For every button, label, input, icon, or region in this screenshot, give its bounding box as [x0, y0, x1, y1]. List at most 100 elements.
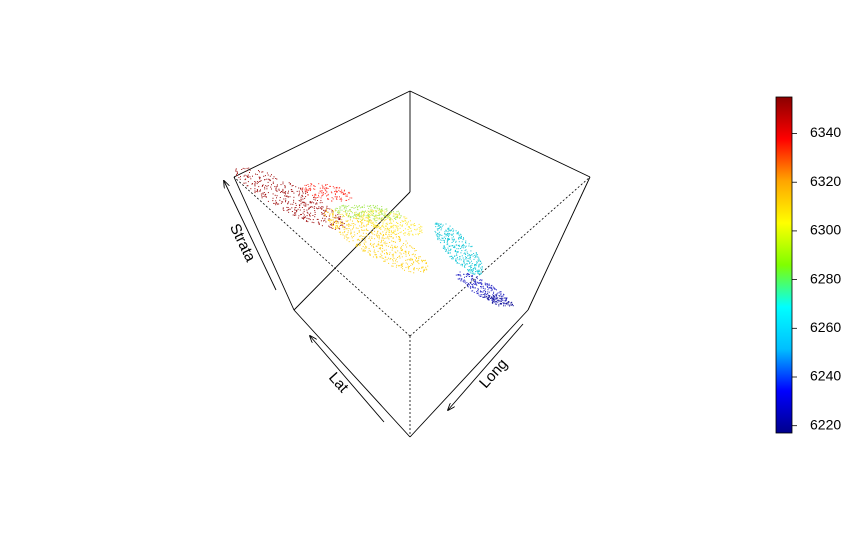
- data-point: [487, 291, 489, 293]
- data-point: [458, 241, 460, 243]
- data-point: [401, 225, 403, 227]
- data-point: [388, 213, 390, 215]
- box-edge-7: [409, 309, 529, 438]
- data-point: [261, 197, 263, 199]
- data-point: [375, 227, 377, 229]
- data-point: [476, 256, 478, 258]
- data-point: [394, 262, 396, 264]
- data-point: [503, 303, 505, 305]
- data-point: [459, 256, 461, 258]
- data-point: [417, 260, 418, 262]
- box-hidden-edges: [233, 176, 591, 437]
- data-point: [458, 274, 460, 276]
- data-point: [396, 221, 397, 223]
- data-point: [447, 238, 449, 240]
- data-point: [355, 214, 357, 215]
- data-point: [344, 205, 346, 207]
- data-point: [395, 266, 397, 268]
- data-point: [258, 170, 259, 172]
- data-point: [396, 225, 398, 227]
- data-point: [448, 233, 450, 234]
- data-point: [466, 282, 468, 284]
- data-point: [495, 297, 497, 299]
- data-point: [419, 232, 421, 234]
- data-point: [452, 258, 454, 260]
- data-point: [380, 227, 382, 228]
- data-point: [303, 211, 305, 213]
- data-point: [461, 278, 463, 280]
- data-point: [403, 216, 405, 218]
- data-point: [289, 208, 291, 210]
- data-point: [355, 227, 357, 229]
- data-point: [447, 234, 449, 236]
- data-point: [374, 205, 376, 207]
- data-point: [326, 191, 328, 193]
- data-point: [470, 269, 472, 271]
- data-point: [378, 235, 380, 237]
- data-point: [447, 231, 449, 233]
- data-point: [318, 183, 320, 185]
- data-point: [321, 190, 323, 192]
- data-point: [372, 243, 374, 245]
- data-point: [359, 214, 361, 216]
- data-point: [381, 225, 383, 227]
- data-point: [443, 241, 445, 243]
- data-point: [306, 191, 308, 193]
- data-point: [493, 297, 495, 299]
- data-point: [492, 294, 494, 296]
- data-point: [368, 238, 370, 240]
- data-point: [306, 215, 308, 217]
- data-point: [401, 246, 402, 248]
- data-point: [297, 217, 299, 219]
- data-point: [264, 179, 266, 181]
- data-point: [329, 220, 331, 222]
- data-point: [502, 301, 504, 303]
- data-point: [448, 234, 450, 236]
- data-point: [345, 205, 347, 207]
- data-point: [470, 270, 472, 272]
- box-edge-2: [409, 90, 591, 178]
- data-point: [387, 215, 389, 217]
- data-point: [491, 302, 493, 304]
- data-point: [386, 228, 388, 230]
- data-point: [465, 242, 467, 244]
- data-point: [322, 187, 324, 189]
- data-point: [362, 215, 364, 216]
- data-point: [471, 264, 473, 266]
- data-point: [412, 247, 414, 249]
- data-point: [449, 252, 451, 254]
- colorbar-tick-label: 6240: [810, 368, 841, 384]
- data-point: [413, 262, 415, 264]
- data-point: [481, 291, 483, 293]
- data-point: [420, 271, 422, 272]
- data-point: [346, 212, 348, 214]
- data-point: [360, 241, 362, 243]
- data-point: [484, 289, 486, 291]
- data-point: [469, 255, 471, 257]
- data-point: [252, 175, 253, 177]
- data-point: [339, 191, 341, 192]
- data-point: [347, 192, 349, 194]
- data-point: [324, 211, 326, 213]
- data-point: [324, 189, 326, 191]
- data-point: [283, 192, 285, 194]
- data-point: [458, 278, 460, 280]
- data-point: [494, 296, 495, 297]
- data-point: [352, 206, 354, 208]
- data-point: [340, 225, 342, 226]
- data-point: [474, 284, 476, 285]
- data-point: [301, 189, 303, 191]
- data-point: [380, 211, 382, 213]
- data-point: [478, 272, 480, 274]
- data-point: [467, 284, 469, 286]
- data-point: [375, 214, 377, 216]
- data-point: [443, 236, 445, 238]
- data-point: [453, 239, 455, 241]
- data-point: [359, 216, 361, 218]
- data-point: [272, 197, 274, 199]
- data-point: [402, 224, 403, 226]
- data-point: [378, 238, 380, 240]
- data-point: [305, 204, 307, 206]
- data-point: [380, 244, 382, 246]
- data-point: [285, 195, 287, 197]
